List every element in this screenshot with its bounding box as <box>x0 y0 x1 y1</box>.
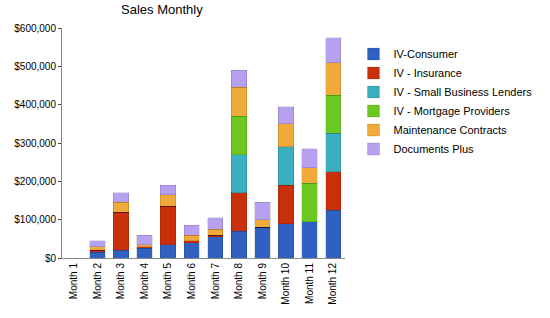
svg-text:IV - Insurance: IV - Insurance <box>393 67 461 79</box>
svg-text:Month 4: Month 4 <box>139 263 150 300</box>
svg-text:IV - Small Business Lenders: IV - Small Business Lenders <box>393 86 532 98</box>
svg-text:Documents Plus: Documents Plus <box>393 143 474 155</box>
svg-text:Month 2: Month 2 <box>92 263 103 300</box>
svg-text:Month 5: Month 5 <box>162 263 173 300</box>
svg-text:$500,000: $500,000 <box>14 61 56 72</box>
svg-text:$600,000: $600,000 <box>14 23 56 34</box>
svg-text:IV-Consumer: IV-Consumer <box>393 48 458 60</box>
svg-text:Month 12: Month 12 <box>327 263 338 305</box>
svg-text:Month 10: Month 10 <box>280 263 291 305</box>
svg-text:IV - Mortgage Providers: IV - Mortgage Providers <box>393 105 510 117</box>
svg-text:Month 9: Month 9 <box>257 263 268 300</box>
svg-text:Month 7: Month 7 <box>210 263 221 300</box>
svg-text:$100,000: $100,000 <box>14 214 56 225</box>
svg-text:Month 1: Month 1 <box>68 263 79 300</box>
svg-text:Maintenance Contracts: Maintenance Contracts <box>393 124 507 136</box>
svg-text:$400,000: $400,000 <box>14 99 56 110</box>
svg-text:Month 8: Month 8 <box>233 263 244 300</box>
svg-text:Month 3: Month 3 <box>115 263 126 300</box>
svg-text:Month 6: Month 6 <box>186 263 197 300</box>
svg-text:$0: $0 <box>45 253 57 264</box>
svg-text:$200,000: $200,000 <box>14 176 56 187</box>
svg-text:Sales Monthly: Sales Monthly <box>121 2 203 17</box>
svg-text:$300,000: $300,000 <box>14 138 56 149</box>
svg-text:Month 11: Month 11 <box>304 263 315 304</box>
